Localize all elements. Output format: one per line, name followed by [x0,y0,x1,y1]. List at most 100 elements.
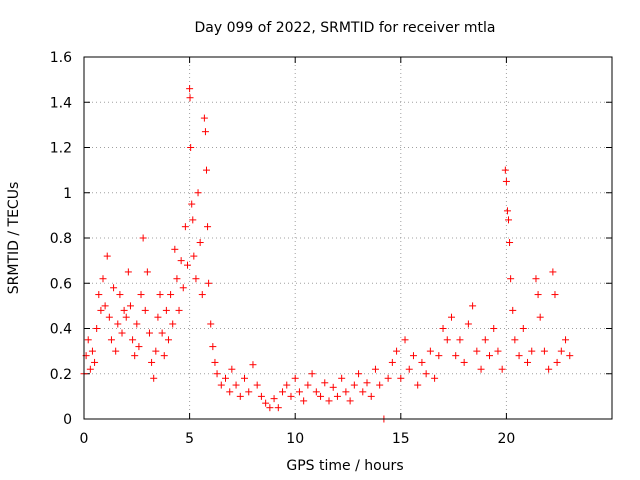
x-axis-label: GPS time / hours [286,458,403,474]
y-tick-label: 1.6 [50,50,72,66]
data-point [460,358,468,366]
data-point [226,388,234,396]
data-point [179,284,187,292]
data-point [367,392,375,400]
x-tick-labels: 0 5 10 15 20 [80,431,516,447]
data-point [222,374,230,382]
data-point [321,379,329,387]
data-point [473,347,481,355]
data-point [91,358,99,366]
data-point [177,257,185,265]
data-point [124,268,132,276]
data-point [133,320,141,328]
data-point [545,365,553,373]
data-point [355,370,363,378]
data-point [342,388,350,396]
data-point [207,320,215,328]
data-point [232,381,240,389]
data-point [456,336,464,344]
data-point [169,320,177,328]
data-point [549,268,557,276]
data-point [494,347,502,355]
data-point [528,347,536,355]
data-point [88,347,96,355]
data-point [262,399,270,407]
data-point [507,275,515,283]
data-point [131,352,139,360]
data-point [325,397,333,405]
plot-frame [83,56,613,420]
x-tick-label: 0 [80,431,89,447]
data-point [112,347,120,355]
data-point [84,336,92,344]
data-point [329,383,337,391]
data-point [422,370,430,378]
data-point [152,347,160,355]
data-point [107,336,115,344]
data-point [562,336,570,344]
data-point [205,279,213,287]
data-point [101,302,109,310]
data-point [249,361,257,369]
data-point [308,370,316,378]
data-point [502,177,510,185]
data-point [447,313,455,321]
data-point [388,358,396,366]
data-point [283,381,291,389]
data-point [486,352,494,360]
data-point [257,392,265,400]
data-point [86,365,94,373]
data-point [524,358,532,366]
y-tick-label: 0.8 [50,231,72,247]
data-point [189,216,197,224]
data-point [211,358,219,366]
data-point [291,374,299,382]
data-point [114,320,122,328]
data-point [105,313,113,321]
data-point [536,313,544,321]
y-tick-labels: 0 0.2 0.4 0.6 0.8 1 1.2 1.4 1.6 [50,50,72,428]
data-point [435,352,443,360]
data-point [253,381,261,389]
data-point [209,343,217,351]
data-point [141,306,149,314]
data-point [359,388,367,396]
data-point [164,336,172,344]
data-point [477,365,485,373]
y-axis-label: SRMTID / TECUs [6,182,22,295]
data-point [118,329,126,337]
data-point [181,223,189,231]
data-point [187,144,195,151]
data-point [103,252,111,260]
data-point [93,325,101,332]
data-point [350,381,358,389]
data-point [126,302,134,310]
data-point [506,239,514,247]
data-point [279,388,287,396]
y-tick-label: 0.4 [50,322,72,338]
data-point [401,336,409,344]
data-point [469,302,477,310]
data-point [464,320,472,328]
data-point [228,365,236,373]
data-point [551,291,559,299]
data-point [503,207,511,215]
data-point [540,347,548,355]
data-point [397,374,405,382]
data-point [266,404,274,412]
data-point [200,114,208,122]
data-point [175,306,183,314]
data-point [363,379,371,387]
data-point [150,374,158,382]
data-point [376,381,384,389]
y-tick-label: 0.2 [50,367,72,383]
data-point [97,306,105,314]
data-point [99,275,107,283]
data-point [196,239,204,247]
data-point [501,166,509,174]
data-point [158,329,166,337]
data-point [245,388,253,396]
data-point [346,397,354,405]
